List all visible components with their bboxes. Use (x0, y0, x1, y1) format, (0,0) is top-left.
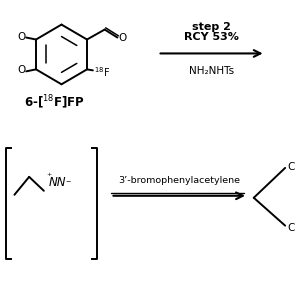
Text: step 2: step 2 (192, 22, 231, 32)
Text: $^{-}$: $^{-}$ (65, 178, 72, 187)
Text: C: C (287, 162, 295, 172)
Text: $^{+}$: $^{+}$ (46, 172, 52, 181)
Text: NN: NN (49, 176, 66, 189)
Text: C: C (287, 223, 295, 233)
Text: 6-[$^{18}$F]FP: 6-[$^{18}$F]FP (24, 93, 85, 111)
Text: 3’-bromophenylacetylene: 3’-bromophenylacetylene (118, 176, 240, 185)
Text: O: O (17, 32, 25, 41)
Text: O: O (17, 65, 25, 75)
Text: RCY 53%: RCY 53% (184, 33, 239, 43)
Text: O: O (118, 33, 127, 43)
Text: $^{18}$F: $^{18}$F (94, 65, 110, 79)
Text: NH₂NHTs: NH₂NHTs (189, 66, 234, 76)
